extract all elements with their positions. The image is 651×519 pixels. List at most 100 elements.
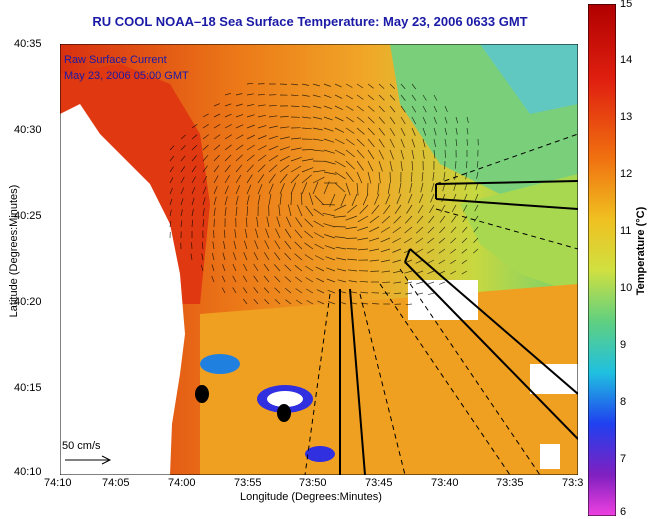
current-vector [213, 230, 215, 239]
current-vector [191, 197, 195, 206]
current-vector [279, 173, 288, 184]
current-vector [466, 127, 469, 135]
current-vector [221, 287, 226, 294]
current-vector [323, 127, 334, 132]
current-vector [411, 171, 413, 182]
current-vector [389, 94, 396, 101]
current-vector [415, 248, 424, 254]
current-vector [372, 303, 380, 305]
current-vector [409, 182, 413, 193]
current-vector [243, 263, 248, 272]
current-vector [392, 237, 402, 243]
current-vector [191, 155, 197, 162]
current-vector [304, 242, 314, 250]
current-vector [257, 194, 261, 206]
current-vector [334, 94, 343, 99]
current-vector [235, 134, 244, 140]
current-vector [263, 275, 270, 283]
current-vector [213, 134, 221, 140]
current-vector [359, 204, 369, 215]
current-vector [323, 138, 335, 143]
current-vector [255, 228, 259, 239]
current-vector [345, 182, 351, 196]
current-vector [367, 94, 375, 101]
scale-arrowhead [101, 455, 112, 465]
current-vector [334, 138, 345, 145]
current-vector [257, 135, 267, 140]
current-vector [345, 149, 356, 158]
current-vector [294, 265, 303, 272]
current-vector [415, 237, 424, 244]
scale-label: 50 cm/s [62, 440, 101, 452]
current-vector [246, 164, 254, 173]
current-vector [431, 182, 435, 192]
current-vector [450, 226, 457, 234]
current-vector [213, 123, 221, 129]
current-vector [357, 215, 369, 223]
current-vector [290, 182, 297, 195]
current-vector [254, 240, 259, 250]
current-vector [400, 105, 406, 113]
current-vector [422, 127, 427, 136]
current-vector [380, 248, 391, 253]
current-vector [224, 92, 231, 96]
colorbar-tick: 13 [620, 111, 633, 123]
station-marker [277, 404, 291, 422]
current-vector [367, 149, 375, 160]
current-vector [235, 195, 239, 206]
current-vector [392, 226, 402, 234]
current-vector [438, 237, 446, 244]
current-vector [411, 138, 416, 148]
current-vector [357, 237, 369, 241]
current-vector [274, 299, 281, 305]
current-vector [369, 248, 380, 252]
current-vector [476, 160, 479, 168]
current-vector [389, 149, 394, 160]
current-vector [245, 217, 248, 228]
current-vector [463, 193, 468, 202]
current-vector [421, 171, 424, 182]
current-vector [266, 216, 270, 228]
current-vector [433, 105, 438, 113]
current-vector [274, 275, 281, 283]
current-vector [400, 127, 406, 136]
current-vector [438, 248, 446, 254]
current-vector [429, 204, 435, 213]
xtick-label: 73:40 [431, 477, 459, 489]
current-vector [202, 186, 207, 195]
current-vector [404, 270, 413, 274]
ytick-label: 40:15 [14, 382, 42, 394]
current-vector [268, 125, 278, 129]
current-vector [393, 292, 402, 295]
current-vector [233, 240, 237, 250]
current-vector [427, 292, 435, 296]
current-vector [246, 174, 253, 184]
current-vector [312, 169, 326, 173]
current-vector [246, 103, 255, 107]
current-vector [169, 155, 175, 162]
current-vector [257, 145, 267, 151]
current-vector [411, 105, 417, 113]
current-vector [224, 144, 232, 151]
current-vector [411, 160, 414, 171]
ytick-label: 40:10 [14, 466, 42, 478]
current-vector [290, 94, 299, 97]
current-vector [427, 270, 435, 275]
current-vector [345, 160, 355, 170]
current-vector [234, 229, 237, 239]
current-vector [232, 275, 237, 283]
current-vector [357, 226, 369, 231]
current-vector [433, 94, 438, 101]
current-vector [427, 237, 435, 244]
current-vector [169, 187, 173, 195]
current-vector [380, 226, 391, 233]
current-vector [200, 264, 204, 272]
current-vector [268, 194, 272, 206]
current-vector [296, 204, 303, 217]
current-vector [224, 113, 232, 118]
current-vector [433, 149, 436, 159]
current-vector [336, 268, 347, 272]
current-vector [345, 83, 353, 88]
current-vector [378, 138, 385, 148]
current-vector [334, 127, 345, 133]
